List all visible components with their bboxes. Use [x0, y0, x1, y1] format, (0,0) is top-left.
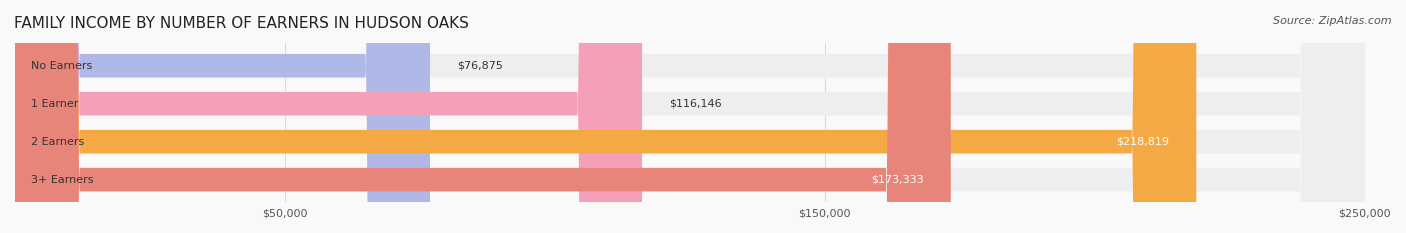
Text: $218,819: $218,819: [1116, 137, 1170, 147]
FancyBboxPatch shape: [15, 0, 1365, 233]
FancyBboxPatch shape: [15, 0, 1365, 233]
Text: $76,875: $76,875: [457, 61, 503, 71]
Text: 1 Earner: 1 Earner: [31, 99, 79, 109]
Text: 2 Earners: 2 Earners: [31, 137, 84, 147]
Text: No Earners: No Earners: [31, 61, 93, 71]
FancyBboxPatch shape: [15, 0, 643, 233]
Text: $116,146: $116,146: [669, 99, 721, 109]
Text: $173,333: $173,333: [872, 175, 924, 185]
FancyBboxPatch shape: [15, 0, 950, 233]
Text: FAMILY INCOME BY NUMBER OF EARNERS IN HUDSON OAKS: FAMILY INCOME BY NUMBER OF EARNERS IN HU…: [14, 16, 470, 31]
FancyBboxPatch shape: [15, 0, 430, 233]
FancyBboxPatch shape: [15, 0, 1365, 233]
FancyBboxPatch shape: [15, 0, 1365, 233]
Text: 3+ Earners: 3+ Earners: [31, 175, 94, 185]
Text: Source: ZipAtlas.com: Source: ZipAtlas.com: [1274, 16, 1392, 26]
FancyBboxPatch shape: [15, 0, 1197, 233]
